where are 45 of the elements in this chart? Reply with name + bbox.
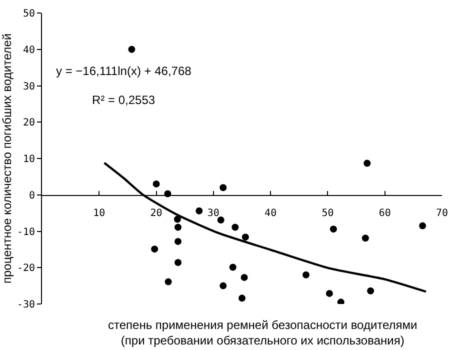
point — [326, 290, 333, 297]
x-tick-label: 50 — [322, 208, 334, 219]
point — [364, 160, 371, 167]
x-tick-label: 60 — [378, 208, 391, 219]
point — [151, 246, 158, 253]
point — [362, 234, 369, 242]
point — [174, 259, 182, 266]
point — [174, 238, 182, 245]
point — [229, 264, 236, 271]
x-axis-title: степень применения ремней безопасности водителями (при требовании обязательного их использования) — [108, 318, 418, 348]
y-tick-label: -10 — [16, 226, 35, 238]
x-tick-label: 30 — [207, 208, 220, 219]
annotation: y = −16,111ln(x) + 46,768 — [56, 64, 192, 78]
point — [330, 226, 337, 233]
y-tick-label: 50 — [22, 8, 35, 20]
point — [238, 294, 246, 302]
y-tick-label: -30 — [16, 300, 35, 310]
y-tick-label: 30 — [22, 81, 35, 92]
y-tick-label: 20 — [22, 118, 35, 129]
point — [220, 282, 227, 290]
y-tick-label: 10 — [22, 154, 35, 165]
point — [240, 274, 248, 281]
point — [242, 234, 249, 241]
point — [232, 224, 239, 231]
point — [220, 184, 227, 192]
y-tick-label: 0 — [28, 190, 35, 202]
y-tick-label: -20 — [16, 263, 35, 274]
point — [367, 287, 374, 294]
point — [217, 216, 224, 224]
x-tick-label: 20 — [150, 208, 162, 219]
y-axis-title: процентное количество погибших водителей — [0, 33, 14, 284]
point — [174, 224, 182, 231]
x-tick-label: 10 — [93, 208, 106, 219]
point — [337, 298, 344, 304]
point — [164, 278, 172, 286]
point — [128, 46, 136, 53]
point — [196, 207, 203, 214]
annotation: R² = 0,2553 — [92, 93, 156, 107]
point — [174, 216, 181, 223]
y-tick-label: 40 — [22, 44, 35, 56]
x-tick-label: 40 — [264, 208, 277, 219]
point — [152, 180, 160, 188]
point — [419, 222, 426, 230]
point — [302, 271, 310, 278]
x-tick-label: 70 — [436, 208, 448, 219]
